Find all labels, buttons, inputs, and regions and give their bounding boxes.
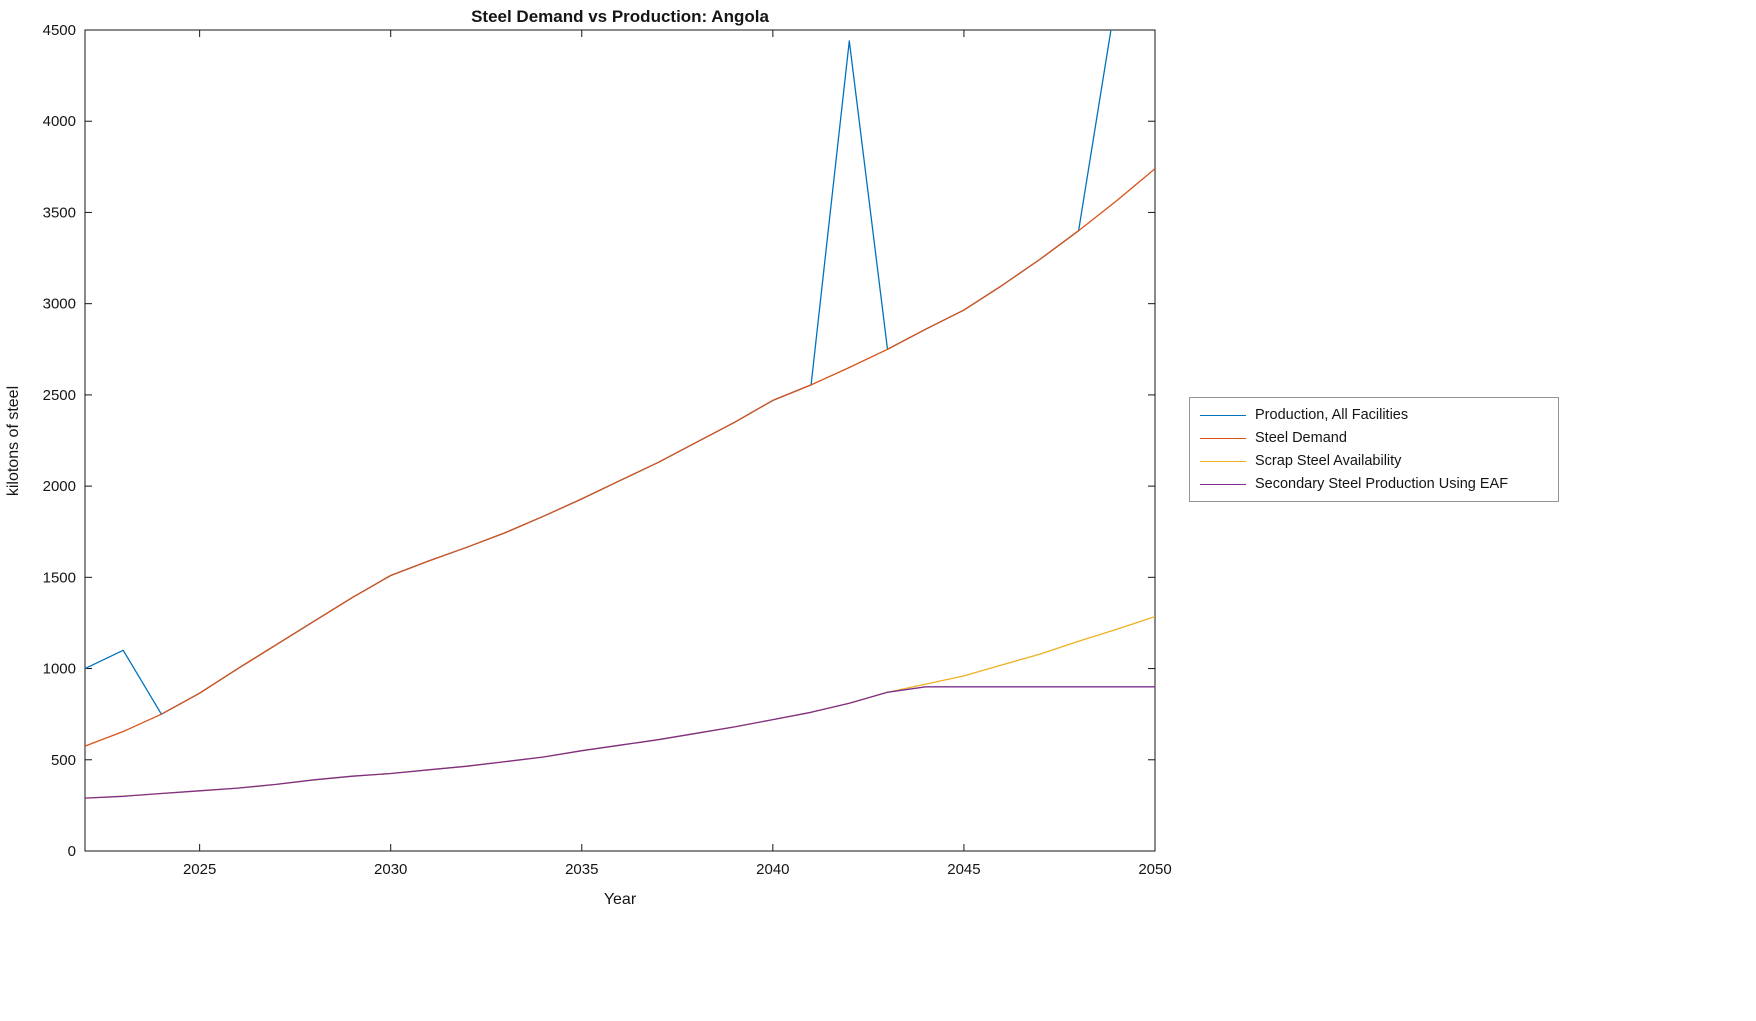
legend-line-sample: [1200, 460, 1246, 462]
legend-line-sample: [1200, 414, 1246, 416]
y-axis-label: kilotons of steel: [5, 386, 22, 496]
y-tick-label: 2000: [43, 478, 76, 495]
legend-line-sample: [1200, 483, 1246, 485]
x-tick-label: 2035: [565, 861, 598, 878]
series-line-production-all-facilities: [85, 30, 1112, 715]
legend-entry-steel-demand: Steel Demand: [1200, 429, 1548, 447]
legend-line-sample: [1200, 437, 1246, 439]
y-tick-label: 0: [68, 843, 76, 860]
y-tick-label: 1000: [43, 661, 76, 678]
y-tick-label: 3000: [43, 296, 76, 313]
y-tick-label: 500: [51, 752, 76, 769]
legend-label: Production, All Facilities: [1255, 407, 1409, 423]
y-tick-label: 3500: [43, 204, 76, 221]
x-axis-label: Year: [604, 891, 637, 908]
plot-box: [84, 29, 1156, 852]
x-tick-label: 2025: [183, 861, 216, 878]
chart-title: Steel Demand vs Production: Angola: [471, 7, 769, 26]
legend-entry-production-all-facilities: Production, All Facilities: [1200, 406, 1548, 424]
series-line-scrap-steel-availability: [85, 615, 1155, 799]
y-tick-label: 4000: [43, 113, 76, 130]
legend-label: Scrap Steel Availability: [1255, 453, 1402, 469]
x-tick-label: 2030: [374, 861, 407, 878]
legend-label: Secondary Steel Production Using EAF: [1255, 476, 1509, 492]
series-lines: [85, 30, 1155, 799]
y-tick-label: 1500: [43, 569, 76, 586]
y-tick-label: 4500: [43, 22, 76, 39]
series-line-secondary-steel-production-using-eaf: [85, 686, 1155, 799]
y-tick-label: 2500: [43, 387, 76, 404]
legend-entry-scrap-steel-availability: Scrap Steel Availability: [1200, 452, 1548, 470]
legend: Production, All Facilities Steel Demand Sc…: [1189, 397, 1559, 502]
legend-label: Steel Demand: [1255, 430, 1347, 446]
legend-entry-secondary-steel-production-using-eaf: Secondary Steel Production Using EAF: [1200, 475, 1548, 493]
x-tick-label: 2040: [756, 861, 789, 878]
axes: 2025 2030 2035 2040 2045 2050 0 500 1000 1500 2000…: [43, 22, 1172, 878]
series-line-steel-demand: [85, 168, 1155, 747]
x-tick-label: 2045: [947, 861, 980, 878]
x-tick-label: 2050: [1138, 861, 1171, 878]
